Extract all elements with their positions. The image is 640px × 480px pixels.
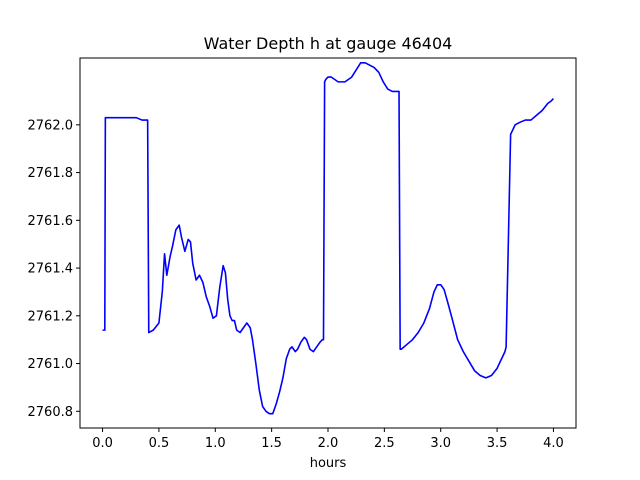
y-tick-label: 2761.0 — [28, 357, 74, 372]
x-tick-label: 1.5 — [261, 436, 282, 451]
x-axis-label: hours — [310, 456, 347, 471]
y-tick-label: 2761.2 — [28, 309, 74, 324]
y-tick-label: 2761.6 — [28, 214, 74, 229]
plot-background — [80, 58, 576, 428]
y-tick-label: 2760.8 — [28, 405, 74, 420]
x-tick-label: 2.5 — [374, 436, 395, 451]
x-tick-label: 3.0 — [430, 436, 451, 451]
x-tick-label: 0.0 — [92, 436, 113, 451]
chart-title: Water Depth h at gauge 46404 — [204, 34, 453, 53]
y-axis-ticks: 2760.8 2761.0 2761.2 2761.4 2761.6 2761.8 2762… — [28, 118, 80, 420]
y-tick-label: 2761.4 — [28, 262, 74, 277]
x-tick-label: 3.5 — [487, 436, 508, 451]
series-layer — [102, 61, 555, 415]
y-tick-label: 2762.0 — [28, 118, 74, 133]
plot-area — [79, 57, 577, 429]
x-axis-ticks: 0.0 0.5 1.0 1.5 2.0 2.5 3.0 3.5 4.0 — [92, 428, 564, 451]
x-tick-label: 1.0 — [205, 436, 226, 451]
y-tick-label: 2761.8 — [28, 166, 74, 181]
x-tick-label: 0.5 — [149, 436, 170, 451]
x-tick-label: 2.0 — [318, 436, 339, 451]
x-tick-label: 4.0 — [543, 436, 564, 451]
series-line-0 — [102, 61, 555, 415]
